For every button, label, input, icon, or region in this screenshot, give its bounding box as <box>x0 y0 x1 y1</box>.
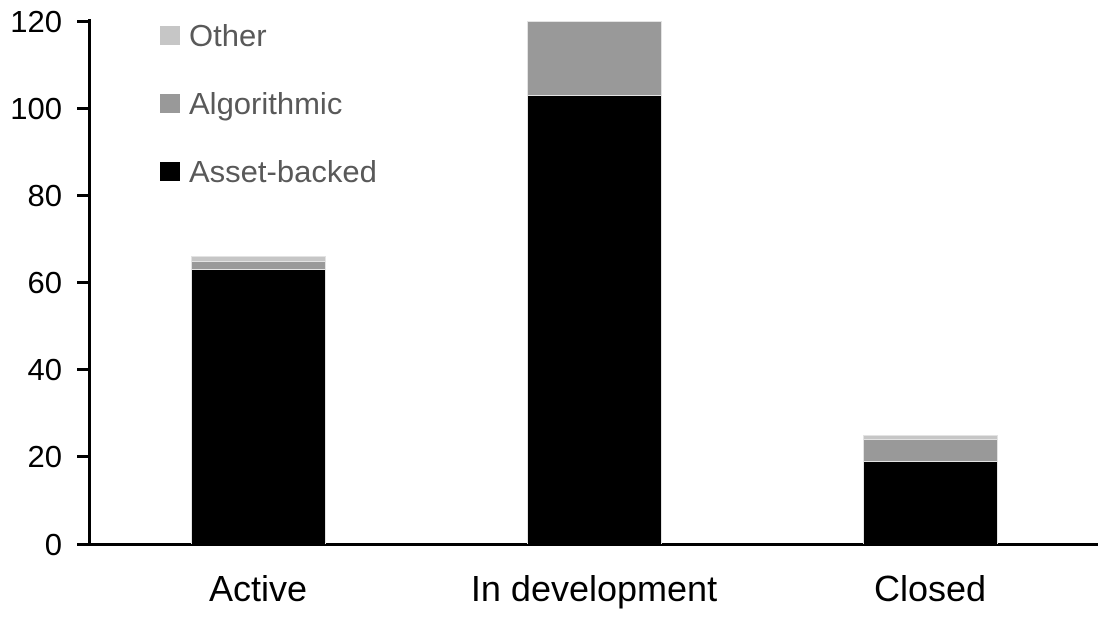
bar-segment-asset-backed-in-development <box>526 95 662 544</box>
y-axis-line <box>88 19 91 546</box>
bar-segment-asset-backed-closed <box>862 461 998 544</box>
y-tick-label: 120 <box>10 3 62 39</box>
bar-segment-algorithmic-closed <box>862 439 998 462</box>
bar-segment-other-closed <box>862 435 998 440</box>
y-tick <box>77 106 89 110</box>
y-tick <box>77 281 89 284</box>
y-tick-label: 60 <box>27 265 62 300</box>
y-tick-label: 20 <box>27 439 62 475</box>
y-tick-label: 100 <box>10 90 62 126</box>
legend-swatch-algorithmic-icon <box>160 93 180 113</box>
y-tick <box>77 19 89 23</box>
y-tick-label: 40 <box>27 352 62 388</box>
y-tick <box>77 193 89 197</box>
legend-label: Asset-backed <box>189 153 377 189</box>
legend-label: Other <box>189 17 267 53</box>
legend-swatch-asset-backed-icon <box>160 161 180 181</box>
x-category-label: Closed <box>873 568 987 609</box>
y-tick <box>77 368 89 372</box>
y-tick-label: 80 <box>27 177 62 213</box>
y-tick-label: 0 <box>44 526 62 562</box>
x-category-label: In development <box>470 568 718 609</box>
bar-segment-other-active <box>190 256 326 261</box>
legend-swatch-other-icon <box>160 25 180 45</box>
bar-segment-algorithmic-active <box>190 260 326 270</box>
legend-item-other: Other <box>160 17 377 53</box>
legend-item-asset-backed: Asset-backed <box>160 153 377 189</box>
x-category-label: Active <box>208 568 308 609</box>
x-axis-line <box>88 543 1098 546</box>
y-tick <box>77 542 89 546</box>
bar-segment-asset-backed-active <box>190 269 326 544</box>
chart-legend: Other Algorithmic Asset-backed <box>160 20 377 224</box>
legend-item-algorithmic: Algorithmic <box>160 85 377 121</box>
legend-label: Algorithmic <box>189 85 343 121</box>
y-tick <box>77 455 89 459</box>
bar-segment-algorithmic-in-development <box>526 21 662 96</box>
